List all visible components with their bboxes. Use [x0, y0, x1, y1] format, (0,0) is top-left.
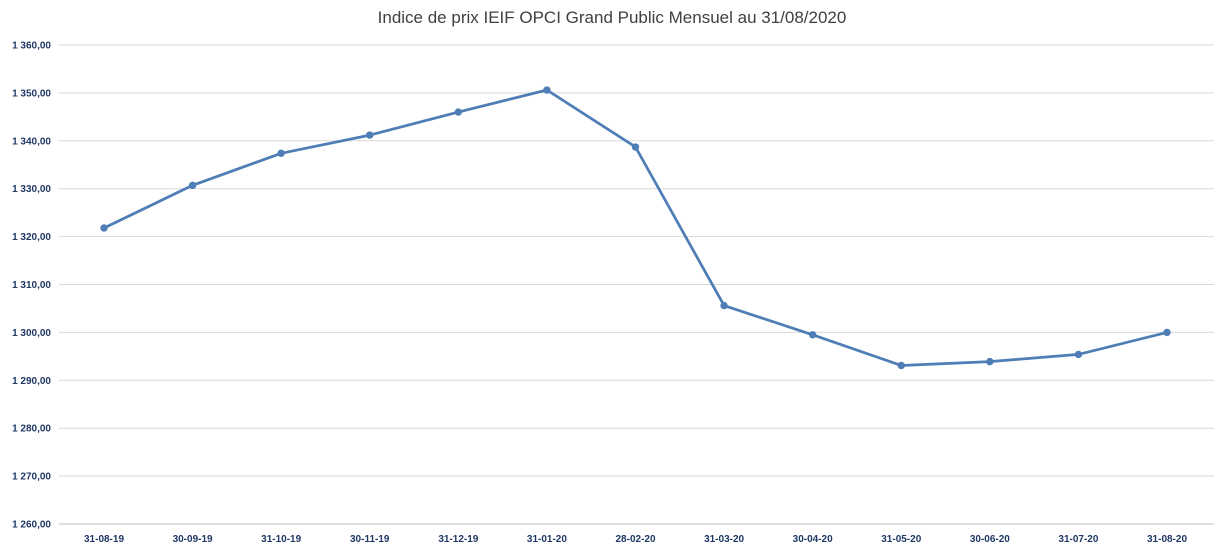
data-point: [720, 301, 728, 310]
data-point: [100, 224, 108, 232]
x-tick-label: 30-09-19: [173, 534, 213, 545]
x-tick-label: 30-04-20: [793, 534, 833, 545]
y-tick-label: 1 260,00: [12, 520, 51, 531]
x-tick-label: 31-07-20: [1058, 534, 1098, 545]
y-tick-label: 1 330,00: [12, 184, 51, 195]
x-tick-label: 31-08-20: [1147, 534, 1187, 545]
series-layer: [100, 86, 1171, 370]
x-tick-label: 31-10-19: [261, 534, 301, 545]
y-tick-label: 1 360,00: [12, 41, 51, 52]
x-tick-label: 31-05-20: [881, 534, 921, 545]
x-axis-tick-labels: 31-08-19 30-09-19 31-10-19 30-11-19 31-12-19…: [84, 534, 1187, 545]
y-tick-label: 1 350,00: [12, 88, 51, 99]
data-point: [543, 86, 551, 94]
y-tick-label: 1 270,00: [12, 472, 51, 483]
y-tick-label: 1 300,00: [12, 328, 51, 339]
data-point: [986, 357, 994, 366]
data-point: [366, 131, 374, 139]
chart-title: Indice de prix IEIF OPCI Grand Public Me…: [378, 8, 847, 27]
data-point: [631, 143, 640, 151]
data-point: [188, 181, 197, 190]
y-axis-tick-labels: 1 260,00 1 270,00 1 280,00 1 290,00 1 300,00…: [12, 41, 51, 531]
y-tick-label: 1 340,00: [12, 136, 51, 147]
y-tick-label: 1 310,00: [12, 280, 51, 291]
data-point: [1074, 350, 1083, 359]
y-tick-label: 1 320,00: [12, 232, 51, 243]
y-tick-label: 1 290,00: [12, 376, 51, 387]
data-point: [454, 108, 463, 116]
x-tick-label: 28-02-20: [615, 534, 655, 545]
y-tick-label: 1 280,00: [12, 424, 51, 435]
x-tick-label: 31-03-20: [704, 534, 744, 545]
x-tick-label: 30-11-19: [350, 534, 390, 545]
series-line: [102, 88, 1169, 367]
data-point: [277, 149, 285, 157]
data-point: [897, 361, 905, 370]
x-tick-label: 31-08-19: [84, 534, 124, 545]
x-tick-label: 31-12-19: [438, 534, 478, 545]
x-tick-label: 30-06-20: [970, 534, 1010, 545]
grid-layer: [59, 44, 1214, 525]
data-point: [808, 331, 817, 339]
data-point: [1163, 328, 1171, 337]
x-tick-label: 31-01-20: [527, 534, 567, 545]
